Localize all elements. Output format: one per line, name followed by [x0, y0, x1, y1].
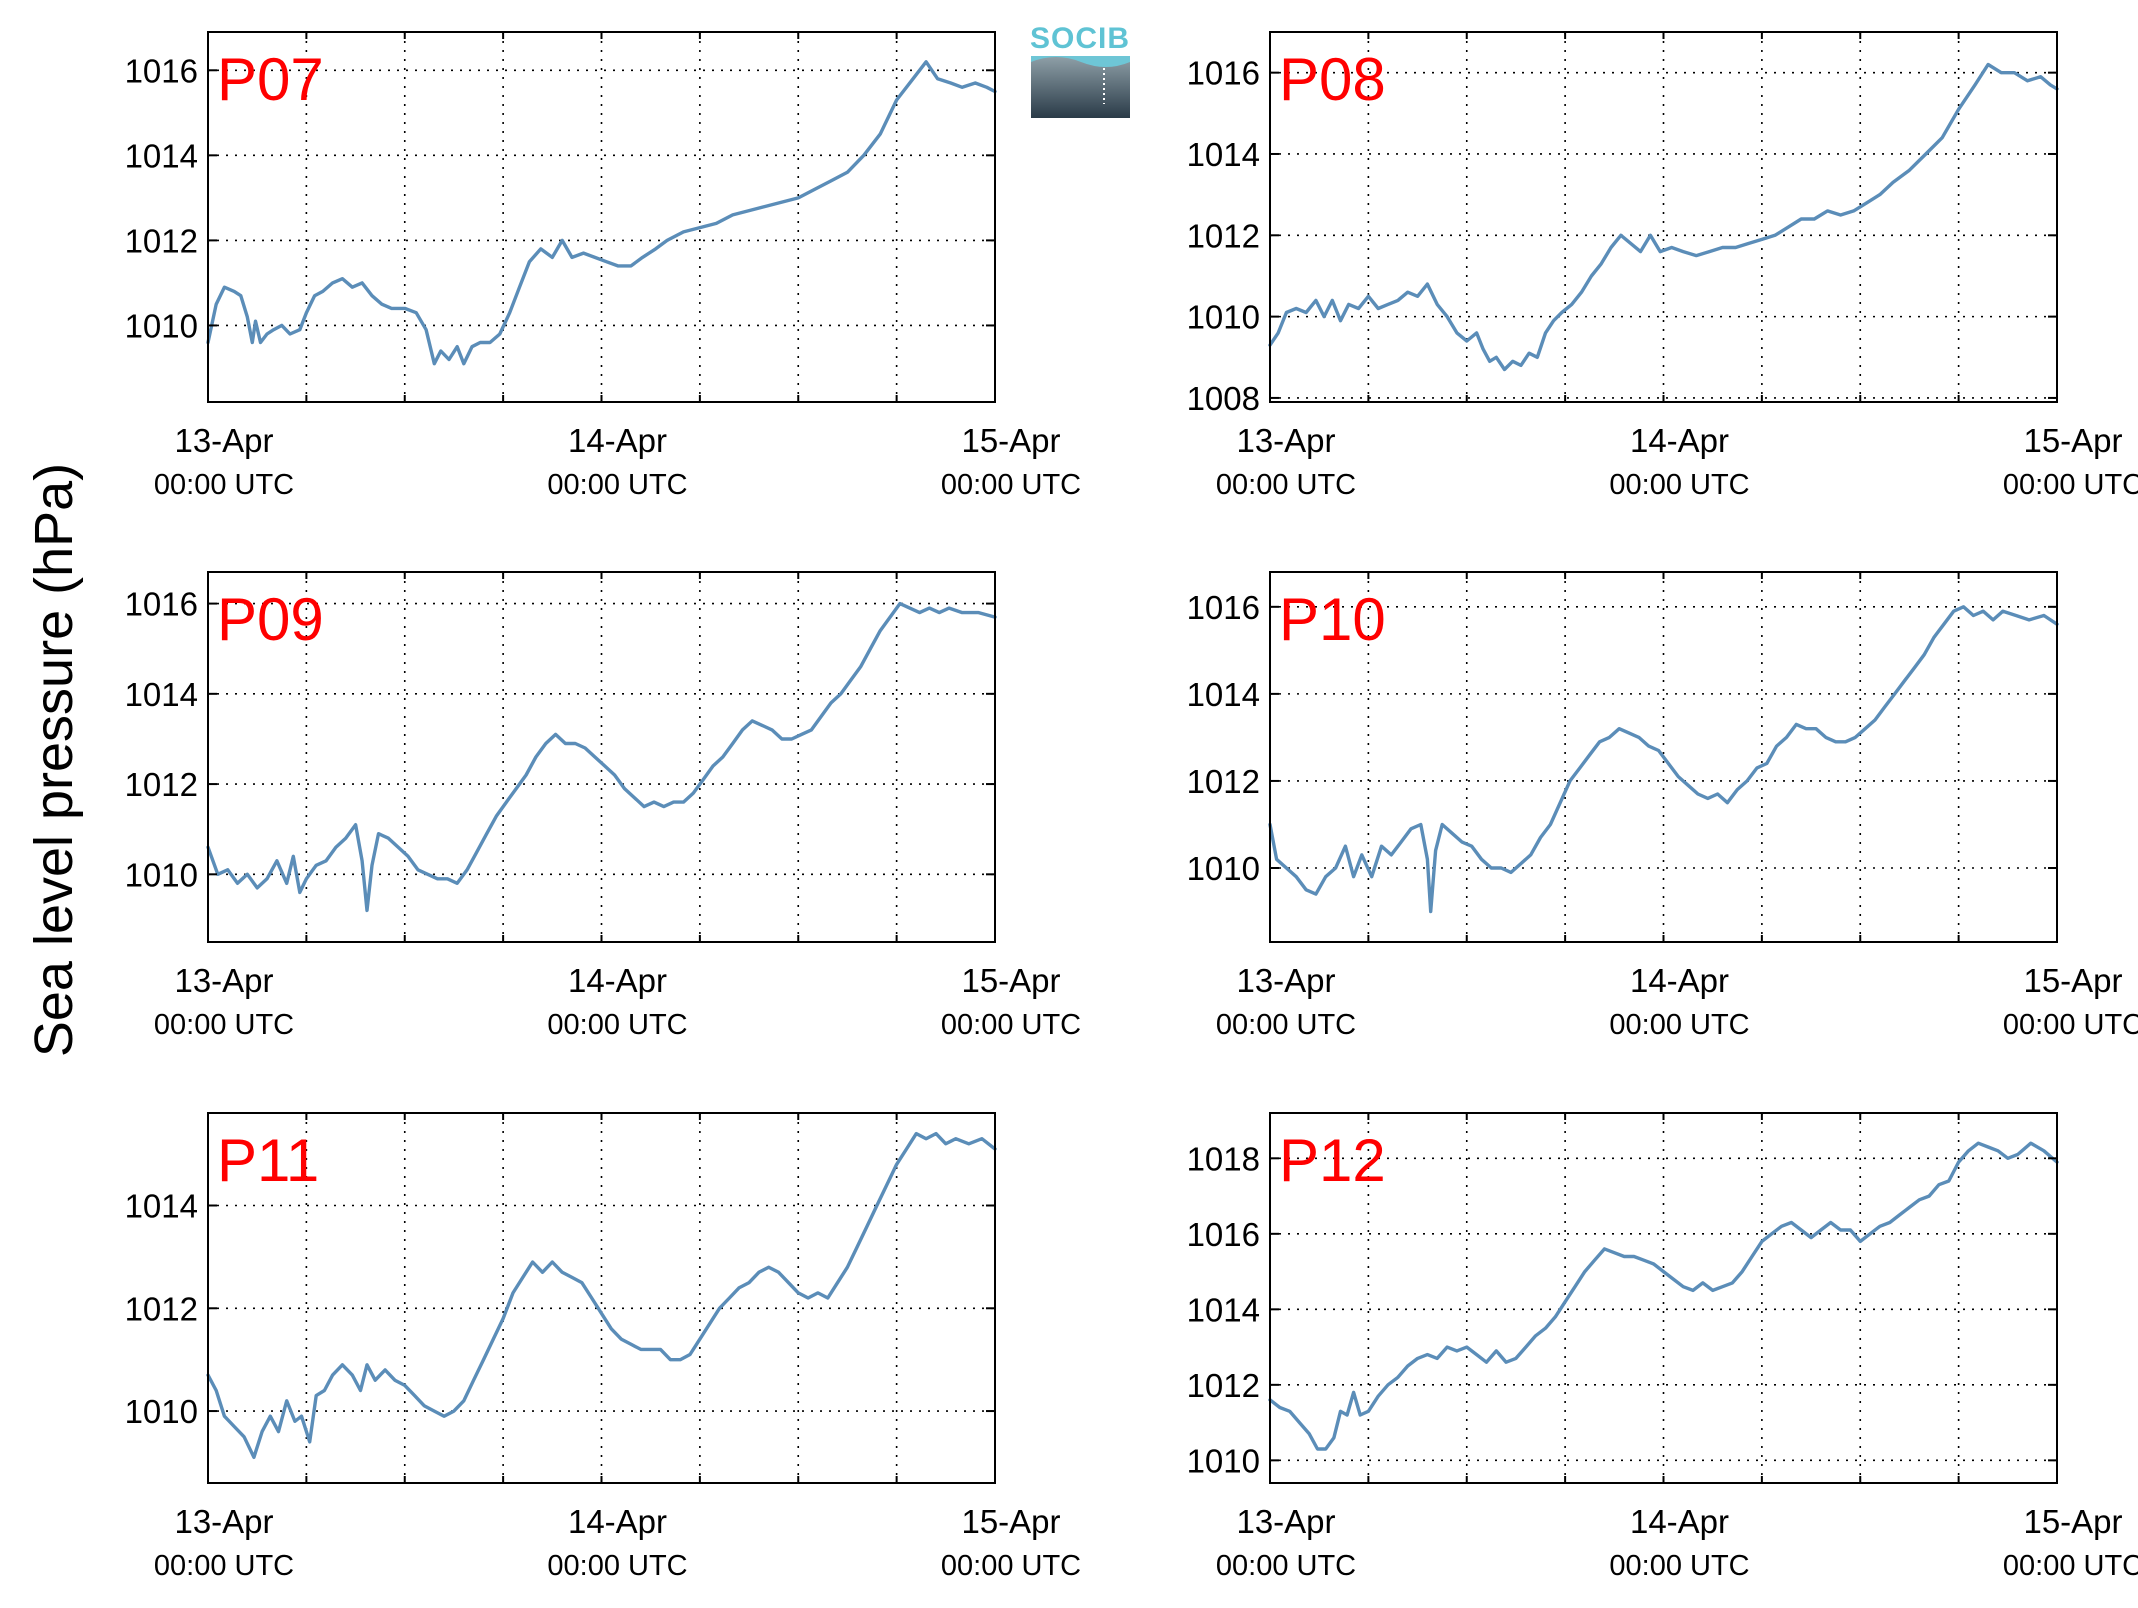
x-tick-time-label: 00:00 UTC: [2003, 1550, 2138, 1582]
x-tick-time-label: 00:00 UTC: [941, 1550, 1081, 1582]
chart-panel-p09: 1010 1012 1014 1016 13-Apr 00:00 UTC 14-Apr 00:…: [125, 571, 1081, 1041]
x-tick-label: 13-Apr: [174, 422, 273, 459]
y-tick-label: 1010: [125, 856, 198, 893]
x-tick-time-label: 00:00 UTC: [154, 469, 294, 501]
x-tick-label: 15-Apr: [961, 422, 1060, 459]
chart-panel-p07: 1010 1012 1014 1016 13-Apr 00:00 UTC 14-Apr 00:…: [125, 31, 1081, 501]
y-tick-label: 1012: [1187, 763, 1260, 800]
x-tick-label: 14-Apr: [568, 1503, 667, 1540]
series-line-p10: [1268, 605, 2059, 914]
x-tick-time-label: 00:00 UTC: [547, 1009, 687, 1041]
y-tick-label: 1010: [1187, 1442, 1260, 1479]
y-tick-label: 1012: [125, 222, 198, 259]
logo-wave-icon: [1031, 56, 1130, 67]
y-tick-label: 1010: [125, 1393, 198, 1430]
y-tick-label: 1016: [1187, 55, 1260, 92]
panel-label: P12: [1279, 1127, 1386, 1194]
x-tick-label: 13-Apr: [174, 962, 273, 999]
x-tick-label: 13-Apr: [1236, 422, 1335, 459]
chart-panel-p12: 1010 1012 1014 1016 1018 13-Apr 00:00 UTC 14-Ap…: [1187, 1112, 2138, 1582]
x-tick-time-label: 00:00 UTC: [1216, 469, 1356, 501]
x-tick-time-label: 00:00 UTC: [2003, 1009, 2138, 1041]
x-tick-label: 14-Apr: [1630, 962, 1729, 999]
y-tick-label: 1018: [1187, 1140, 1260, 1177]
y-tick-label: 1012: [125, 1290, 198, 1327]
x-tick-label: 14-Apr: [568, 962, 667, 999]
socib-logo: SOCIB: [1030, 22, 1130, 118]
y-axis-label: Sea level pressure (hPa): [24, 463, 84, 1057]
y-tick-label: 1014: [125, 137, 198, 174]
panel-label: P10: [1279, 586, 1386, 653]
chart-panel-p11: 1010 1012 1014 13-Apr 00:00 UTC 14-Apr 00:00 U…: [125, 1112, 1081, 1582]
x-tick-label: 15-Apr: [961, 962, 1060, 999]
x-tick-time-label: 00:00 UTC: [1216, 1009, 1356, 1041]
chart-panel-p10: 1010 1012 1014 1016 13-Apr 00:00 UTC 14-Apr 00:…: [1187, 571, 2138, 1041]
series-line-p09: [206, 601, 997, 913]
x-tick-time-label: 00:00 UTC: [547, 1550, 687, 1582]
x-tick-label: 14-Apr: [1630, 1503, 1729, 1540]
x-tick-label: 13-Apr: [1236, 962, 1335, 999]
x-tick-label: 15-Apr: [961, 1503, 1060, 1540]
panel-label: P07: [217, 46, 324, 113]
y-tick-label: 1010: [1187, 299, 1260, 336]
x-tick-time-label: 00:00 UTC: [941, 469, 1081, 501]
y-tick-label: 1012: [125, 766, 198, 803]
x-tick-time-label: 00:00 UTC: [547, 469, 687, 501]
y-tick-label: 1016: [1187, 589, 1260, 626]
x-tick-time-label: 00:00 UTC: [1609, 1009, 1749, 1041]
y-tick-label: 1010: [1187, 850, 1260, 887]
y-tick-label: 1014: [125, 1188, 198, 1225]
x-tick-label: 13-Apr: [174, 1503, 273, 1540]
y-tick-label: 1012: [1187, 1367, 1260, 1404]
y-tick-label: 1014: [125, 676, 198, 713]
x-tick-label: 14-Apr: [1630, 422, 1729, 459]
x-tick-time-label: 00:00 UTC: [154, 1550, 294, 1582]
series-line-p12: [1268, 1141, 2059, 1451]
x-tick-label: 14-Apr: [568, 422, 667, 459]
x-tick-time-label: 00:00 UTC: [1609, 469, 1749, 501]
y-tick-label: 1010: [125, 307, 198, 344]
panel-label: P08: [1279, 46, 1386, 113]
panel-label: P11: [217, 1127, 319, 1194]
x-tick-time-label: 00:00 UTC: [2003, 469, 2138, 501]
series-line-p07: [206, 60, 997, 366]
x-tick-label: 13-Apr: [1236, 1503, 1335, 1540]
panels: 1010 1012 1014 1016 13-Apr 00:00 UTC 14-Apr 00:…: [125, 31, 2138, 1582]
x-tick-time-label: 00:00 UTC: [941, 1009, 1081, 1041]
y-tick-label: 1014: [1187, 676, 1260, 713]
x-tick-label: 15-Apr: [2023, 962, 2122, 999]
x-tick-label: 15-Apr: [2023, 1503, 2122, 1540]
series-line-p08: [1268, 62, 2059, 372]
y-tick-label: 1016: [125, 52, 198, 89]
y-tick-label: 1016: [125, 586, 198, 623]
x-tick-time-label: 00:00 UTC: [1609, 1550, 1749, 1582]
logo-text: SOCIB: [1030, 22, 1130, 55]
panel-label: P09: [217, 586, 324, 653]
chart-panel-p08: 1008 1010 1012 1014 1016 13-Apr 00:00 UTC 14-Ap…: [1187, 31, 2138, 501]
y-tick-label: 1014: [1187, 1291, 1260, 1328]
series-line-p11: [206, 1131, 997, 1459]
y-tick-label: 1014: [1187, 136, 1260, 173]
x-tick-label: 15-Apr: [2023, 422, 2122, 459]
x-tick-time-label: 00:00 UTC: [1216, 1550, 1356, 1582]
y-tick-label: 1012: [1187, 217, 1260, 254]
x-tick-time-label: 00:00 UTC: [154, 1009, 294, 1041]
y-tick-label: 1008: [1187, 380, 1260, 417]
y-tick-label: 1016: [1187, 1216, 1260, 1253]
